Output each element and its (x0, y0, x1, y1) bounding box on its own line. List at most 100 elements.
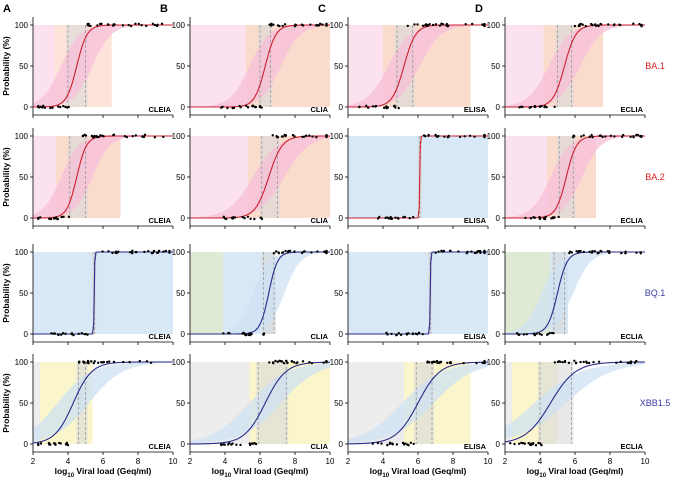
x-axis-title-sub: 10 (539, 473, 546, 479)
assay-label: CLIA (311, 105, 329, 114)
data-point (409, 441, 413, 445)
data-point (446, 25, 450, 28)
data-point (310, 361, 314, 365)
data-point (97, 361, 100, 364)
y-tick-label: 0 (339, 330, 344, 339)
data-point (425, 24, 428, 27)
y-tick-label: 0 (496, 330, 501, 339)
x-tick-label: 4 (538, 457, 543, 466)
y-tick-label: 0 (181, 103, 186, 112)
data-point (292, 361, 296, 364)
data-point (242, 331, 245, 335)
data-point (222, 332, 225, 335)
data-point (585, 361, 589, 365)
confidence-ribbon (505, 136, 645, 218)
panel-r3-c2: 0 50 100 2 4 6 8 10 ELISA (330, 354, 493, 466)
data-point (537, 441, 540, 445)
data-point (407, 444, 410, 447)
data-point (107, 23, 110, 26)
data-point (247, 333, 250, 337)
data-point (272, 361, 275, 365)
data-point (220, 443, 223, 447)
data-point (533, 104, 537, 108)
data-point (390, 442, 394, 445)
data-point (640, 24, 643, 27)
data-point (483, 22, 486, 26)
data-point (578, 24, 581, 28)
data-point (239, 443, 242, 447)
data-point (251, 105, 254, 108)
x-tick-label: 6 (258, 457, 263, 466)
data-point (553, 361, 557, 364)
data-point (530, 442, 533, 445)
data-point (448, 249, 452, 253)
data-point (532, 216, 535, 219)
data-point (280, 251, 284, 254)
y-tick-label: 100 (172, 21, 186, 30)
data-point (325, 24, 328, 27)
data-point (376, 441, 380, 445)
x-tick-label: 6 (573, 457, 578, 466)
data-point (97, 135, 100, 139)
fitted-curve (505, 24, 645, 108)
data-point (49, 106, 52, 110)
data-point (402, 216, 405, 219)
data-point (70, 332, 74, 335)
data-point (476, 250, 479, 253)
data-point (395, 443, 399, 446)
data-point (522, 333, 526, 336)
y-tick-label: 0 (339, 440, 344, 449)
data-point (241, 216, 244, 219)
data-point (145, 360, 149, 363)
data-point (612, 23, 616, 27)
data-point (222, 443, 225, 446)
data-point (468, 134, 472, 138)
data-point (386, 216, 389, 219)
data-point (66, 106, 69, 109)
data-point (632, 136, 635, 139)
assay-label: ELISA (464, 105, 487, 114)
data-point (42, 104, 45, 107)
data-point (323, 250, 326, 253)
data-point (251, 442, 255, 445)
data-point (518, 106, 521, 109)
panel-r1-c0: 0 50 100 CLEIA (15, 128, 174, 229)
y-tick-label: 50 (176, 289, 185, 298)
data-point (57, 333, 60, 337)
data-point (629, 360, 633, 363)
data-point (53, 332, 57, 335)
data-point (301, 135, 304, 139)
confidence-ribbon (190, 363, 330, 444)
data-point (615, 361, 618, 365)
confidence-ribbon (33, 362, 173, 442)
assay-label: ECLIA (621, 442, 644, 451)
data-point (37, 104, 40, 108)
y-tick-label: 50 (176, 173, 185, 182)
data-point (222, 215, 225, 219)
x-axis-title-prefix: log (55, 466, 68, 476)
data-point (473, 135, 476, 138)
data-point (140, 23, 143, 27)
column-letter-D: D (475, 3, 483, 15)
y-tick-label: 0 (181, 214, 186, 223)
data-point (597, 360, 601, 364)
data-point (421, 24, 425, 27)
y-tick-label: 100 (487, 358, 501, 367)
data-point (168, 251, 171, 254)
y-tick-label: 50 (334, 399, 343, 408)
data-point (483, 24, 486, 28)
data-point (278, 24, 281, 28)
data-point (288, 249, 292, 252)
data-point (246, 215, 250, 218)
data-point (416, 333, 419, 336)
data-point (43, 106, 47, 109)
data-point (437, 250, 440, 253)
x-tick-label: 10 (169, 457, 178, 466)
data-point (570, 251, 574, 254)
data-point (274, 359, 277, 363)
panel-r0-c2: 0 50 100 ELISA (330, 17, 489, 118)
fitted-curve (190, 251, 330, 335)
y-tick-label: 50 (491, 399, 500, 408)
data-point (406, 24, 409, 28)
panel-r1-c3: 0 50 100 ECLIA (487, 128, 646, 229)
